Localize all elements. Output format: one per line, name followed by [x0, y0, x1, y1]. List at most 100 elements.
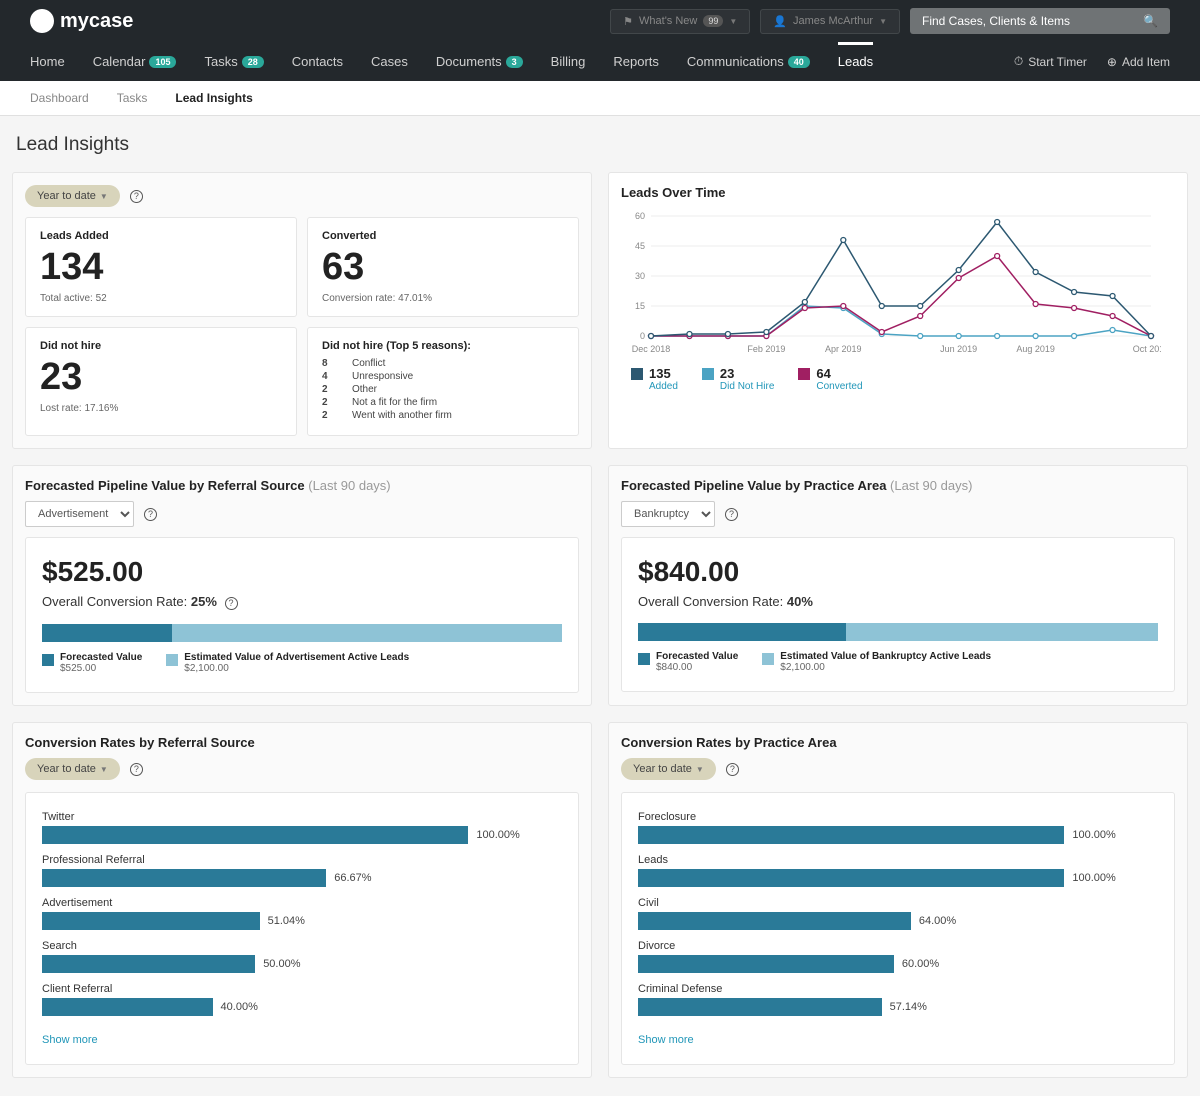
pipeline-practice-panel: Forecasted Pipeline Value by Practice Ar…: [608, 465, 1188, 706]
page-title: Lead Insights: [12, 134, 1188, 156]
legend-item: 64Converted: [798, 366, 862, 392]
hbar-fill: [42, 912, 260, 930]
add-item-button[interactable]: ⊕ Add Item: [1107, 54, 1170, 69]
chevron-down-icon: ▼: [729, 17, 737, 26]
hbar-row: Advertisement 51.04%: [42, 897, 562, 930]
nav-contacts[interactable]: Contacts: [292, 42, 343, 81]
nav-reports[interactable]: Reports: [613, 42, 659, 81]
bar-segment: [638, 623, 846, 641]
nav-badge: 40: [788, 56, 810, 68]
help-icon[interactable]: ?: [130, 763, 143, 776]
whats-new-badge: 99: [703, 15, 723, 27]
pipeline-practice-bar: [638, 623, 1158, 641]
svg-text:30: 30: [635, 271, 645, 281]
referral-source-select[interactable]: Advertisement: [25, 501, 134, 527]
chevron-down-icon: ▼: [879, 17, 887, 26]
help-icon[interactable]: ?: [144, 508, 157, 521]
logo[interactable]: mycase: [30, 9, 600, 33]
conv-practice-panel: Conversion Rates by Practice Area Year t…: [608, 722, 1188, 1078]
show-more-link[interactable]: Show more: [638, 1034, 694, 1046]
clock-icon: ⏱: [1014, 54, 1023, 69]
nav-documents[interactable]: Documents3: [436, 42, 523, 81]
subnav-dashboard[interactable]: Dashboard: [30, 81, 89, 115]
hbar-fill: [638, 955, 894, 973]
start-timer-button[interactable]: ⏱ Start Timer: [1014, 54, 1087, 69]
subnav-tasks[interactable]: Tasks: [117, 81, 148, 115]
date-filter-button[interactable]: Year to date ▼: [25, 185, 120, 207]
nav-calendar[interactable]: Calendar105: [93, 42, 177, 81]
svg-text:Aug 2019: Aug 2019: [1016, 344, 1055, 354]
chevron-down-icon: ▼: [100, 765, 108, 774]
hbar-fill: [42, 826, 468, 844]
conv-practice-filter[interactable]: Year to date ▼: [621, 758, 716, 780]
nav-tasks[interactable]: Tasks28: [204, 42, 263, 81]
subnav-lead-insights[interactable]: Lead Insights: [175, 81, 252, 115]
nav-badge: 28: [242, 56, 264, 68]
nav-badge: 3: [506, 56, 523, 68]
logo-icon: [30, 9, 54, 33]
bar-legend-item: Forecasted Value$525.00: [42, 652, 142, 674]
hbar-row: Client Referral 40.00%: [42, 983, 562, 1016]
nav-home[interactable]: Home: [30, 42, 65, 81]
help-icon[interactable]: ?: [130, 190, 143, 203]
svg-text:0: 0: [640, 331, 645, 341]
conv-referral-filter[interactable]: Year to date ▼: [25, 758, 120, 780]
conv-referral-panel: Conversion Rates by Referral Source Year…: [12, 722, 592, 1078]
nav-billing[interactable]: Billing: [551, 42, 586, 81]
nav-cases[interactable]: Cases: [371, 42, 408, 81]
svg-text:Apr 2019: Apr 2019: [825, 344, 862, 354]
hbar-fill: [638, 826, 1064, 844]
hbar-fill: [638, 912, 911, 930]
hbar-row: Criminal Defense 57.14%: [638, 983, 1158, 1016]
hbar-row: Search 50.00%: [42, 940, 562, 973]
bar-segment: [172, 624, 562, 642]
practice-area-select[interactable]: Bankruptcy: [621, 501, 715, 527]
reasons-card: Did not hire (Top 5 reasons): 8Conflict4…: [307, 327, 579, 436]
hbar-row: Divorce 60.00%: [638, 940, 1158, 973]
svg-text:Feb 2019: Feb 2019: [747, 344, 785, 354]
svg-text:15: 15: [635, 301, 645, 311]
logo-text: mycase: [60, 10, 133, 33]
converted-card: Converted 63 Conversion rate: 47.01%: [307, 217, 579, 317]
help-icon[interactable]: ?: [225, 597, 238, 610]
flag-icon: ⚑: [623, 15, 633, 28]
hbar-fill: [638, 869, 1064, 887]
hbar-fill: [42, 955, 255, 973]
hbar-row: Civil 64.00%: [638, 897, 1158, 930]
leads-over-time-chart: 015304560Dec 2018Feb 2019Apr 2019Jun 201…: [621, 208, 1161, 358]
reason-row: 8Conflict: [322, 358, 564, 369]
svg-text:Jun 2019: Jun 2019: [940, 344, 977, 354]
hbar-row: Twitter 100.00%: [42, 811, 562, 844]
svg-text:Oct 2019: Oct 2019: [1133, 344, 1161, 354]
hbar-fill: [42, 998, 213, 1016]
whats-new-button[interactable]: ⚑ What's New 99 ▼: [610, 9, 750, 34]
hbar-fill: [638, 998, 882, 1016]
pipeline-referral-bar: [42, 624, 562, 642]
pipeline-referral-panel: Forecasted Pipeline Value by Referral So…: [12, 465, 592, 706]
leads-added-card: Leads Added 134 Total active: 52: [25, 217, 297, 317]
bar-legend-item: Forecasted Value$840.00: [638, 651, 738, 673]
nav-leads[interactable]: Leads: [838, 42, 873, 81]
hbar-row: Leads 100.00%: [638, 854, 1158, 887]
help-icon[interactable]: ?: [725, 508, 738, 521]
chevron-down-icon: ▼: [696, 765, 704, 774]
bar-legend-item: Estimated Value of Advertisement Active …: [166, 652, 409, 674]
bar-segment: [846, 623, 1158, 641]
help-icon[interactable]: ?: [726, 763, 739, 776]
legend-item: 23Did Not Hire: [702, 366, 774, 392]
search-icon: 🔍: [1143, 14, 1158, 28]
stats-panel: Year to date ▼ ? Leads Added 134 Total a…: [12, 172, 592, 449]
svg-text:60: 60: [635, 211, 645, 221]
bar-legend-item: Estimated Value of Bankruptcy Active Lea…: [762, 651, 991, 673]
nav-communications[interactable]: Communications40: [687, 42, 810, 81]
user-menu[interactable]: 👤 James McArthur ▼: [760, 9, 900, 34]
leads-over-time-panel: Leads Over Time 015304560Dec 2018Feb 201…: [608, 172, 1188, 449]
hbar-row: Professional Referral 66.67%: [42, 854, 562, 887]
plus-icon: ⊕: [1107, 55, 1117, 69]
hbar-row: Foreclosure 100.00%: [638, 811, 1158, 844]
user-icon: 👤: [773, 15, 787, 28]
legend-item: 135Added: [631, 366, 678, 392]
search-input[interactable]: Find Cases, Clients & Items 🔍: [910, 8, 1170, 34]
show-more-link[interactable]: Show more: [42, 1034, 98, 1046]
svg-text:45: 45: [635, 241, 645, 251]
